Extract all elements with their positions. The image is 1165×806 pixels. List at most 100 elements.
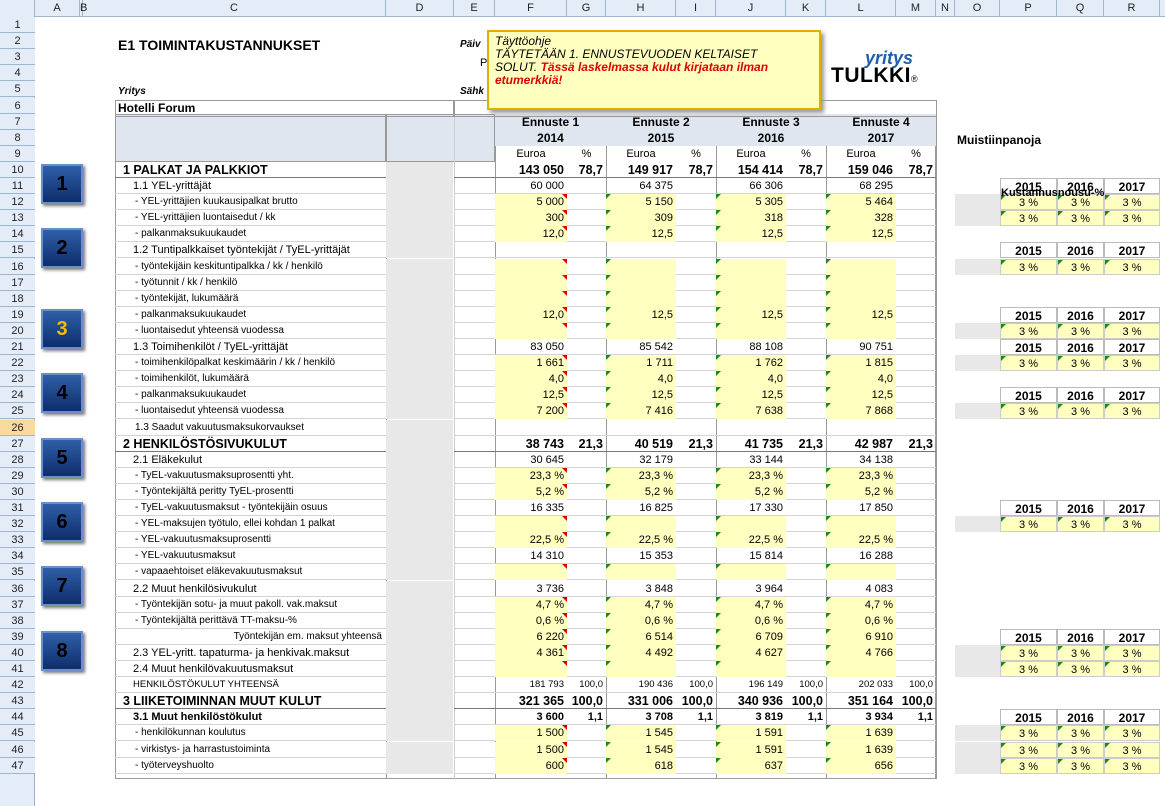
value-cell[interactable] — [826, 290, 896, 307]
value-cell[interactable]: 1 545 — [606, 725, 676, 742]
value-cell[interactable]: 1 591 — [716, 725, 786, 742]
row-header-35[interactable]: 35 — [0, 564, 35, 581]
rise-percent-cell[interactable]: 3 % — [1057, 258, 1104, 275]
row-header-40[interactable]: 40 — [0, 644, 35, 661]
value-cell[interactable]: 656 — [826, 757, 896, 774]
value-cell[interactable]: 7 638 — [716, 403, 786, 420]
value-cell[interactable]: 5 150 — [606, 194, 676, 211]
row-header-19[interactable]: 19 — [0, 306, 35, 323]
row-header-6[interactable]: 6 — [0, 97, 35, 114]
value-cell[interactable]: 1 639 — [826, 741, 896, 758]
value-cell[interactable]: 4,7 % — [495, 596, 567, 613]
row-header-20[interactable]: 20 — [0, 322, 35, 339]
value-cell[interactable]: 12,5 — [716, 226, 786, 243]
row-header-47[interactable]: 47 — [0, 757, 35, 774]
rise-percent-cell[interactable]: 3 % — [1000, 644, 1057, 661]
section-button-6[interactable]: 6 — [41, 502, 83, 542]
rise-percent-cell[interactable]: 3 % — [1000, 194, 1057, 211]
value-cell[interactable]: 23,3 % — [495, 467, 567, 484]
row-header-21[interactable]: 21 — [0, 339, 35, 355]
value-cell[interactable]: 5,2 % — [606, 483, 676, 500]
rise-percent-cell[interactable]: 3 % — [1104, 355, 1160, 372]
rise-percent-cell[interactable]: 3 % — [1000, 355, 1057, 372]
value-cell[interactable]: 618 — [606, 757, 676, 774]
rise-percent-cell[interactable]: 3 % — [1057, 322, 1104, 339]
row-header-22[interactable]: 22 — [0, 355, 35, 372]
value-cell[interactable] — [606, 290, 676, 307]
value-cell[interactable]: 5,2 % — [495, 483, 567, 500]
value-cell[interactable] — [606, 564, 676, 581]
column-header-J[interactable]: J — [716, 0, 786, 17]
value-cell[interactable] — [495, 274, 567, 291]
value-cell[interactable]: 0,6 % — [606, 612, 676, 629]
value-cell[interactable] — [495, 661, 567, 677]
row-header-27[interactable]: 27 — [0, 435, 35, 452]
value-cell[interactable]: 5 000 — [495, 194, 567, 211]
rise-percent-cell[interactable]: 3 % — [1104, 644, 1160, 661]
value-cell[interactable]: 5,2 % — [716, 483, 786, 500]
value-cell[interactable]: 7 200 — [495, 403, 567, 420]
column-header-F[interactable]: F — [495, 0, 567, 17]
value-cell[interactable]: 4 492 — [606, 644, 676, 661]
value-cell[interactable] — [826, 661, 896, 677]
column-header-K[interactable]: K — [786, 0, 826, 17]
row-header-10[interactable]: 10 — [0, 161, 35, 178]
column-header-I[interactable]: I — [676, 0, 716, 17]
value-cell[interactable]: 4,7 % — [606, 596, 676, 613]
rise-percent-cell[interactable]: 3 % — [1104, 741, 1160, 758]
value-cell[interactable]: 318 — [716, 210, 786, 227]
row-header-38[interactable]: 38 — [0, 612, 35, 629]
value-cell[interactable]: 6 709 — [716, 628, 786, 645]
row-header-9[interactable]: 9 — [0, 145, 35, 162]
row-header-5[interactable]: 5 — [0, 81, 35, 98]
value-cell[interactable]: 22,5 % — [495, 532, 567, 549]
value-cell[interactable] — [495, 290, 567, 307]
value-cell[interactable]: 300 — [495, 210, 567, 227]
value-cell[interactable]: 6 220 — [495, 628, 567, 645]
value-cell[interactable]: 4,0 — [606, 371, 676, 388]
section-button-4[interactable]: 4 — [41, 373, 83, 414]
value-cell[interactable]: 12,5 — [826, 306, 896, 323]
row-header-45[interactable]: 45 — [0, 725, 35, 742]
value-cell[interactable]: 5 464 — [826, 194, 896, 211]
rise-percent-cell[interactable]: 3 % — [1000, 725, 1057, 742]
rise-percent-cell[interactable]: 3 % — [1104, 194, 1160, 211]
value-cell[interactable]: 12,5 — [606, 387, 676, 404]
rise-percent-cell[interactable]: 3 % — [1057, 516, 1104, 533]
value-cell[interactable] — [826, 516, 896, 533]
row-header-8[interactable]: 8 — [0, 129, 35, 146]
value-cell[interactable]: 309 — [606, 210, 676, 227]
value-cell[interactable]: 22,5 % — [716, 532, 786, 549]
rise-percent-cell[interactable]: 3 % — [1104, 516, 1160, 533]
value-cell[interactable] — [606, 322, 676, 339]
value-cell[interactable]: 12,5 — [826, 387, 896, 404]
rise-percent-cell[interactable]: 3 % — [1104, 258, 1160, 275]
row-header-42[interactable]: 42 — [0, 677, 35, 694]
row-header-18[interactable]: 18 — [0, 290, 35, 307]
row-header-25[interactable]: 25 — [0, 403, 35, 420]
rise-percent-cell[interactable]: 3 % — [1104, 757, 1160, 774]
rise-percent-cell[interactable]: 3 % — [1104, 322, 1160, 339]
value-cell[interactable] — [826, 258, 896, 275]
value-cell[interactable]: 0,6 % — [495, 612, 567, 629]
value-cell[interactable]: 12,5 — [716, 306, 786, 323]
value-cell[interactable]: 4,7 % — [826, 596, 896, 613]
value-cell[interactable]: 1 591 — [716, 741, 786, 758]
value-cell[interactable] — [606, 516, 676, 533]
value-cell[interactable]: 12,0 — [495, 306, 567, 323]
row-header-44[interactable]: 44 — [0, 709, 35, 726]
section-button-8[interactable]: 8 — [41, 630, 83, 671]
rise-percent-cell[interactable]: 3 % — [1057, 355, 1104, 372]
row-header-2[interactable]: 2 — [0, 33, 35, 50]
value-cell[interactable] — [495, 516, 567, 533]
value-cell[interactable] — [495, 564, 567, 581]
value-cell[interactable] — [495, 322, 567, 339]
row-header-3[interactable]: 3 — [0, 49, 35, 66]
value-cell[interactable]: 1 815 — [826, 355, 896, 372]
row-header-31[interactable]: 31 — [0, 500, 35, 516]
column-header-A[interactable]: A — [35, 0, 80, 17]
rise-percent-cell[interactable]: 3 % — [1057, 210, 1104, 227]
value-cell[interactable]: 7 868 — [826, 403, 896, 420]
value-cell[interactable]: 22,5 % — [826, 532, 896, 549]
value-cell[interactable]: 12,5 — [716, 387, 786, 404]
